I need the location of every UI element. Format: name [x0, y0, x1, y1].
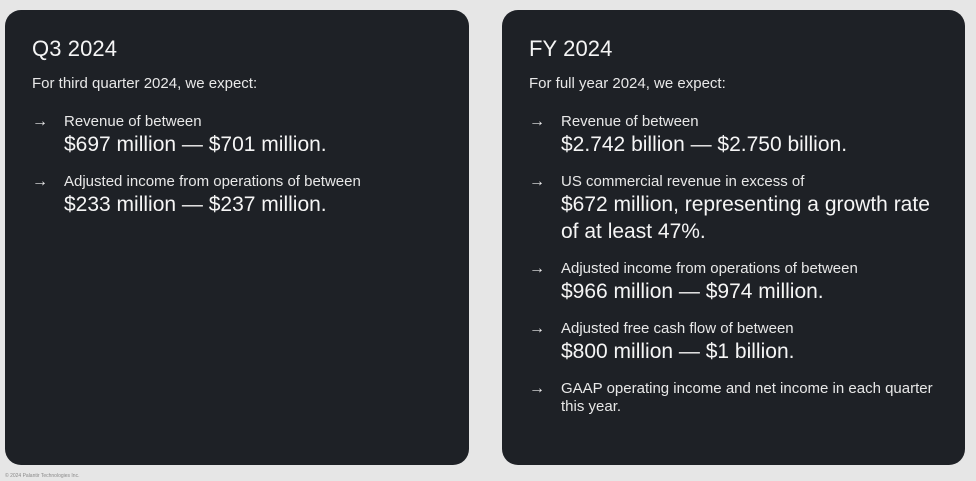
arrow-right-icon: → [32, 113, 48, 130]
copyright-footer: © 2024 Palantir Technologies Inc. [5, 473, 80, 479]
arrow-right-icon: → [529, 113, 545, 130]
q3-guidance-card: Q3 2024 For third quarter 2024, we expec… [5, 10, 469, 465]
arrow-right-icon: → [529, 260, 545, 277]
q3-item-revenue: → Revenue of between $697 million — $701… [32, 113, 449, 158]
q3-item-value: $233 million — $237 million. [64, 193, 327, 216]
fy-item-value: $672 million, representing a growth rate… [561, 193, 930, 243]
fy-title: FY 2024 [529, 36, 613, 61]
arrow-right-icon: → [32, 173, 48, 190]
fy-item-value: $966 million — $974 million. [561, 280, 824, 303]
fy-guidance-card: FY 2024 For full year 2024, we expect: →… [502, 10, 965, 465]
fy-item-label: Adjusted income from operations of betwe… [561, 260, 858, 277]
fy-item-us-commercial: → US commercial revenue in excess of $67… [529, 173, 945, 245]
q3-title: Q3 2024 [32, 36, 118, 61]
q3-items: → Revenue of between $697 million — $701… [32, 113, 449, 218]
q3-item-label: Adjusted income from operations of betwe… [64, 173, 361, 190]
fy-item-label: GAAP operating income and net income in … [561, 380, 933, 415]
fy-item-label: US commercial revenue in excess of [561, 173, 805, 190]
fy-item-value: $2.742 billion — $2.750 billion. [561, 133, 848, 156]
arrow-right-icon: → [529, 380, 545, 397]
arrow-right-icon: → [529, 173, 545, 190]
fy-item-gaap: → GAAP operating income and net income i… [529, 380, 945, 416]
arrow-right-icon: → [529, 320, 545, 337]
q3-item-label: Revenue of between [64, 113, 202, 130]
fy-intro: For full year 2024, we expect: [529, 75, 726, 92]
fy-items: → Revenue of between $2.742 billion — $2… [529, 113, 945, 416]
fy-item-revenue: → Revenue of between $2.742 billion — $2… [529, 113, 945, 158]
fy-item-label: Adjusted free cash flow of between [561, 320, 794, 337]
fy-item-adjusted-income: → Adjusted income from operations of bet… [529, 260, 945, 305]
q3-item-value: $697 million — $701 million. [64, 133, 327, 156]
q3-intro: For third quarter 2024, we expect: [32, 75, 258, 92]
fy-item-label: Revenue of between [561, 113, 699, 130]
fy-item-value: $800 million — $1 billion. [561, 340, 795, 363]
fy-item-free-cash-flow: → Adjusted free cash flow of between $80… [529, 320, 945, 365]
q3-item-adjusted-income: → Adjusted income from operations of bet… [32, 173, 449, 218]
